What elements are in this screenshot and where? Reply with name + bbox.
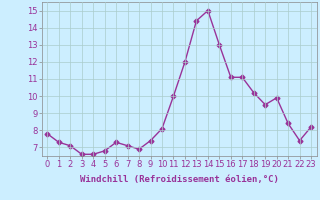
- X-axis label: Windchill (Refroidissement éolien,°C): Windchill (Refroidissement éolien,°C): [80, 175, 279, 184]
